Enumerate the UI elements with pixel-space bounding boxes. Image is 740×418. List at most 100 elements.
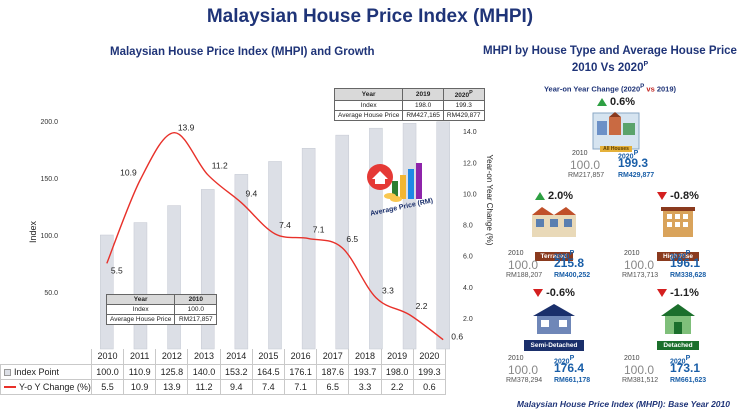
year-header: 2010 (90, 349, 125, 365)
up-arrow-icon (534, 192, 545, 201)
index-point-cell: 193.7 (348, 363, 382, 380)
yoy-change-cell: 6.5 (316, 378, 350, 395)
high-rise-icon (653, 205, 703, 245)
year-header: 2012 (155, 349, 189, 365)
index-point-cell: 198.0 (380, 363, 414, 380)
bar-2012 (167, 205, 181, 350)
y2-tick-label: 6.0 (463, 254, 473, 261)
info-2010-header-2010: 2010 (174, 294, 218, 305)
yoy-point-label: 9.4 (245, 189, 257, 199)
info-2019-row-label: Index (333, 100, 404, 112)
semi-detached-icon (529, 302, 579, 334)
index-point-cell: 187.6 (316, 363, 350, 380)
yoy-point-label: 3.3 (382, 286, 394, 296)
year-header: 2014 (219, 349, 253, 365)
terraced-label: Terraced (534, 252, 574, 261)
legend-index-point: Index Point (0, 363, 92, 380)
legend-line-swatch (4, 386, 16, 389)
yoy-change-line (106, 131, 444, 341)
info-2019-cell: RM427,165 (402, 110, 444, 122)
yoy-change-cell: 13.9 (155, 378, 189, 395)
info-2019-cell: 199.3 (442, 100, 485, 112)
index-point-cell: 199.3 (412, 363, 446, 380)
info-2019-header-year: Year (333, 87, 404, 102)
yoy-heading: Year-on Year Change (2020P vs 2019) (543, 83, 677, 94)
house-type-title-line2: 2010 Vs 2020P (571, 61, 649, 74)
yoy-point-label: 7.1 (313, 225, 325, 235)
info-2010-header-year: Year (105, 294, 176, 305)
detached-change: -1.1% (633, 286, 723, 300)
y2-tick-label: 8.0 (463, 223, 473, 230)
year-header: 2018 (348, 349, 382, 365)
bar-2014 (234, 174, 249, 350)
info-2010-row-label: Index (105, 304, 176, 315)
y2-tick-label: 10.0 (463, 191, 477, 198)
semidetached-label: Semi-Detached (523, 340, 585, 351)
bar-2016 (301, 147, 316, 350)
year-header: 2019 (380, 349, 414, 365)
index-point-cell: 140.0 (187, 363, 221, 380)
y-tick-label: 200.0 (40, 119, 58, 126)
card-detached: -1.1% Detached (633, 286, 723, 352)
yoy-point-label: 10.9 (120, 167, 137, 177)
down-arrow-icon (657, 192, 668, 201)
mhpi-chart: 50.0 100.0 150.0 200.0 2.0 4.0 6.0 8.0 10.0 12.0… (28, 98, 494, 350)
yoy-point-label: 7.4 (279, 220, 291, 230)
semidetached-change: -0.6% (509, 286, 599, 300)
yoy-change-cell: 0.6 (412, 378, 446, 395)
card-all-houses: 0.6% All Houses (571, 95, 661, 169)
bar-2015 (268, 161, 282, 350)
info-table-2019-2020: Year 2019 2020P Index 198.0 199.3 Averag… (333, 87, 485, 122)
index-point-cell: 153.2 (219, 363, 253, 380)
bar-2013 (200, 189, 215, 350)
year-header: 2015 (251, 349, 286, 365)
card-terraced: 2.0% Terraced (509, 189, 599, 263)
yoy-point-label: 11.2 (212, 161, 228, 171)
terraced-change: 2.0% (509, 189, 599, 203)
yoy-change-cell: 9.4 (219, 378, 253, 395)
all-houses-tag: All Houses (600, 146, 632, 152)
year-header: 2016 (284, 349, 318, 365)
legend-bar-swatch (4, 368, 11, 376)
yoy-change-cell: 7.1 (284, 378, 318, 395)
year-header: 2013 (187, 349, 221, 365)
info-2010-cell: RM217,857 (174, 314, 218, 325)
yoy-change-cell: 5.5 (90, 378, 125, 395)
y2-tick-label: 4.0 (463, 285, 473, 292)
y2-tick-label: 12.0 (463, 160, 477, 167)
bar-2020 (436, 121, 450, 350)
yoy-point-label: 5.5 (111, 265, 123, 275)
y-tick-label: 100.0 (40, 233, 58, 240)
house-type-title: MHPI by House Type and Average House Pri… (480, 44, 740, 75)
detached-icon (653, 302, 703, 334)
info-2019-cell: RM429,877 (442, 110, 485, 122)
info-2019-row-label: Average House Price (333, 110, 404, 122)
year-header: 2020 (412, 349, 446, 365)
yoy-change-cell: 3.3 (348, 378, 382, 395)
detached-label: Detached (657, 341, 699, 350)
index-point-cell: 100.0 (90, 363, 125, 380)
year-header: 2011 (123, 349, 157, 365)
info-2019-header-2019: 2019 (402, 87, 444, 102)
yoy-point-label: 2.2 (416, 301, 428, 311)
house-type-title-line1: MHPI by House Type and Average House Pri… (483, 45, 737, 57)
chart-title: Malaysian House Price Index (MHPI) and G… (110, 46, 375, 58)
footer-note: Malaysian House Price Index (MHPI): Base… (516, 399, 730, 409)
index-point-cell: 164.5 (251, 363, 286, 380)
year-header: 2017 (316, 349, 350, 365)
bar-2018 (369, 127, 383, 350)
info-2019-cell: 198.0 (402, 100, 444, 112)
yoy-point-label: 6.5 (346, 234, 358, 244)
y-axis-label: Index (28, 220, 38, 243)
yoy-point-label: 13.9 (178, 123, 195, 133)
page-title: Malaysian House Price Index (MHPI) (206, 6, 534, 27)
all-change: 0.6% (571, 95, 661, 109)
yoy-change-cell: 2.2 (380, 378, 414, 395)
y2-tick-label: 14.0 (463, 129, 477, 136)
info-table-2010: Year 2010 Index 100.0 Average House Pric… (105, 294, 218, 325)
y2-axis-label: Year-on Year Change (%) (485, 155, 494, 246)
yoy-change-cell: 11.2 (187, 378, 221, 395)
legend-yoy-change: Y-o Y Change (%) (0, 378, 92, 395)
down-arrow-icon (533, 289, 544, 298)
y2-tick-label: 2.0 (463, 316, 473, 323)
